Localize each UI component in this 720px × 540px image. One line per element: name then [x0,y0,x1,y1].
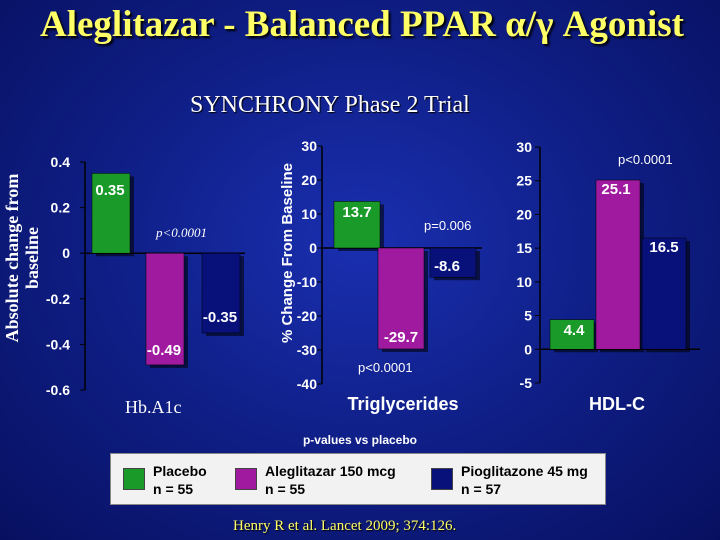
panel3-tick-label: 20 [516,206,532,222]
citation: Henry R et al. Lancet 2009; 374:126. [233,518,457,534]
panel3-bar-placebo [549,319,595,350]
slide-title: Aleglitazar - Balanced PPAR α/γ Agonist [40,4,684,45]
panel3-data-label-placebo: 4.4 [564,322,586,339]
panel2-data-label-aleglitazar: -29.7 [384,329,418,346]
panel3-tick-label: 15 [516,240,532,256]
legend-label-placebo: Placebo [153,463,207,479]
panel2-data-label-pioglitazone: -8.6 [434,258,460,275]
legend: Placebo n = 55 Aleglitazar 150 mcg n = 5… [110,453,606,505]
legend-swatch-aleglitazar [235,468,257,490]
panel1-bar-pioglitazone [201,252,241,334]
legend-label-aleglitazar: Aleglitazar 150 mcg [265,463,396,479]
legend-n-pioglitazone: n = 57 [461,481,502,497]
panel1-tick-label: 0.4 [51,154,71,170]
panel1-data-label-pioglitazone: -0.35 [203,309,237,326]
panel3-tick-label: 25 [516,173,532,189]
panel3-data-label-aleglitazar: 25.1 [601,181,630,198]
panel2-tick-label: -10 [297,274,317,290]
legend-label-pioglitazone: Pioglitazone 45 mg [461,463,588,479]
panel2-tick-label: 30 [301,138,317,154]
panel2-data-label-placebo: 13.7 [342,204,371,221]
panel3-tick-label: -5 [520,375,533,391]
panel3-tick-label: 10 [516,274,532,290]
panel1-tick-label: -0.2 [46,291,70,307]
panel3-chart-title: HDL-C [589,394,645,414]
panel1-chart-title: Hb.A1c [125,397,182,417]
panel2-tick-label: -40 [297,376,317,392]
panel3-p-value-annotation: p<0.0001 [618,152,673,167]
panel1-data-label-aleglitazar: -0.49 [147,342,181,359]
legend-n-placebo: n = 55 [153,481,194,497]
panel1-tick-label: 0.2 [51,200,71,216]
panel2-y-axis-label: % Change From Baseline [279,163,296,343]
panel1-tick-label: -0.4 [46,336,70,352]
panel3-tick-label: 5 [524,308,532,324]
panel3-data-label-pioglitazone: 16.5 [649,239,678,256]
panel3-tick-label: 0 [524,341,532,357]
panel3-bar-pioglitazone [641,237,687,350]
panel2-bar-placebo [333,201,381,249]
panel2-tick-label: -20 [297,308,317,324]
panel1-y-axis-label: Absolute change frombaseline [2,174,42,343]
panel2-chart-title: Triglycerides [347,394,458,414]
panel1-tick-label: -0.6 [46,382,70,398]
legend-n-aleglitazar: n = 55 [265,481,306,497]
slide-subtitle: SYNCHRONY Phase 2 Trial [190,92,470,118]
panel1-bar-aleglitazar [145,252,185,366]
panel2-tick-label: 0 [309,240,317,256]
panel1-data-label-placebo: 0.35 [95,182,124,199]
panel2-tick-label: 10 [301,206,317,222]
legend-swatch-pioglitazone [431,468,453,490]
panel2-tick-label: 20 [301,172,317,188]
panel2-p-value-annotation: p<0.0001 [358,360,413,375]
legend-note: p-values vs placebo [303,433,417,447]
panel1-tick-label: 0 [62,245,70,261]
panel2-p-value-annotation: p=0.006 [424,218,471,233]
panel2-bar-aleglitazar [377,247,425,350]
legend-swatch-placebo [123,468,145,490]
panel1-bar-placebo [91,173,131,254]
panel2-tick-label: -30 [297,342,317,358]
panel1-p-value-annotation: p<0.0001 [155,225,207,240]
panel3-bar-aleglitazar [595,179,641,350]
panel2-bar-pioglitazone [429,247,477,278]
panel3-tick-label: 30 [516,139,532,155]
